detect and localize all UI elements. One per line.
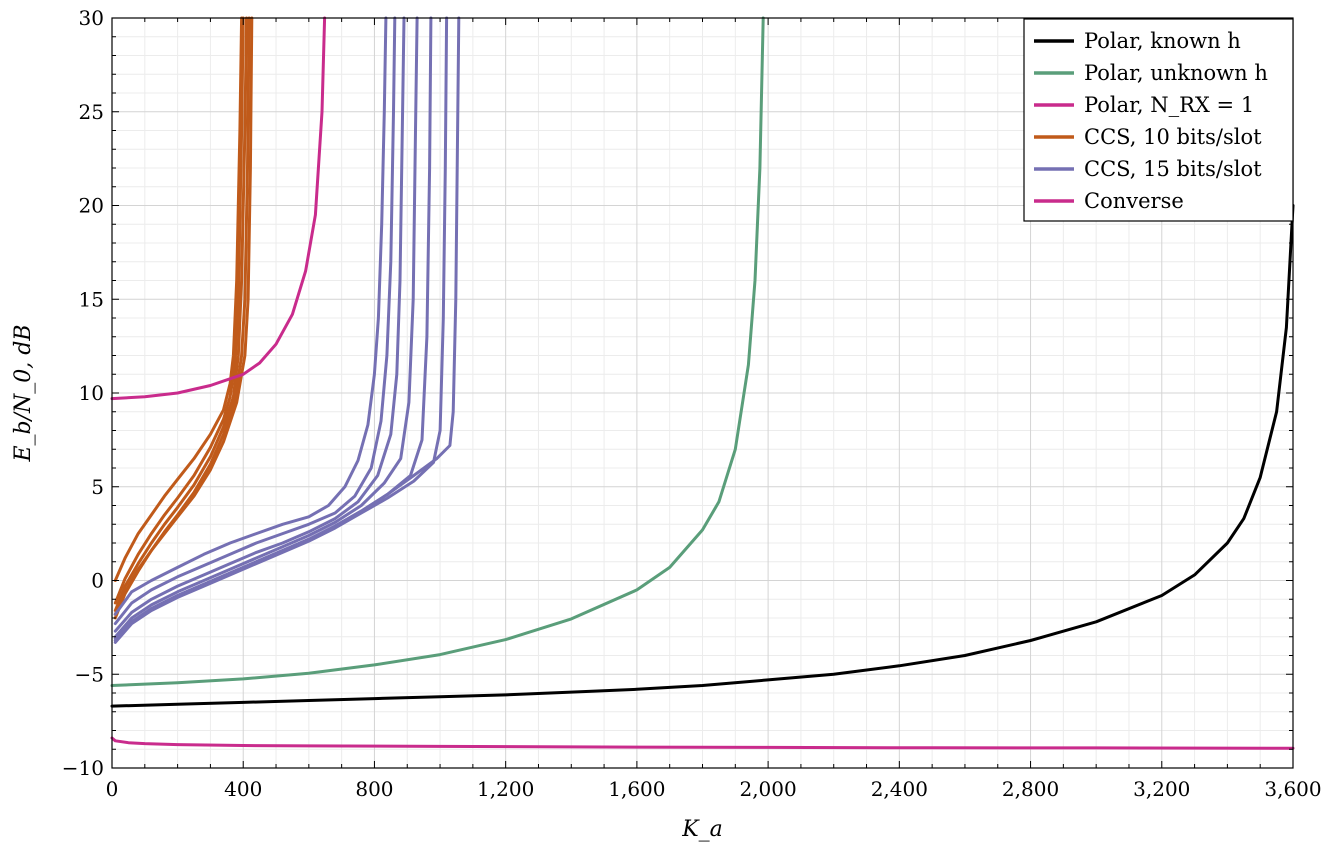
- legend-label: Polar, known h: [1084, 29, 1241, 53]
- y-axis-label: E_b/N_0, dB: [11, 324, 36, 462]
- y-tick-label: 25: [79, 100, 104, 124]
- legend: Polar, known h Polar, unknown h Polar, N_R…: [1023, 18, 1294, 222]
- y-tick-label: 15: [79, 287, 104, 311]
- y-tick-label: 10: [79, 381, 104, 405]
- ccs15-curve: [113, 16, 461, 641]
- ccs10-curve: [113, 16, 248, 612]
- legend-label: Polar, unknown h: [1084, 61, 1268, 85]
- ccs15-curve: [113, 16, 449, 644]
- x-tick-label: 2,400: [871, 777, 928, 801]
- x-tick-label: 400: [224, 777, 262, 801]
- legend-label: Converse: [1084, 189, 1184, 213]
- x-tick-labels: 0 400 800 1,200 1,600 2,000 2,400 2,800 3,200 3,6…: [106, 777, 1322, 801]
- y-tick-label: 20: [79, 194, 104, 218]
- legend-label: CCS, 10 bits/slot: [1084, 125, 1262, 149]
- x-tick-label: 2,800: [1002, 777, 1059, 801]
- x-tick-label: 800: [355, 777, 393, 801]
- polar-n-rx-1-curve: [110, 16, 327, 401]
- polar-known-h-curve: [110, 204, 1295, 708]
- x-tick-label: 1,600: [608, 777, 665, 801]
- y-tick-label: −5: [75, 662, 104, 686]
- y-tick-label: −10: [62, 756, 104, 780]
- data-curves: [110, 16, 1295, 750]
- y-tick-labels: −10 −5 0 5 10 15 20 25 30: [62, 6, 104, 780]
- legend-box: [1023, 18, 1294, 222]
- x-tick-label: 0: [106, 777, 119, 801]
- ccs10-curve: [113, 16, 245, 605]
- y-tick-label: 30: [79, 6, 104, 30]
- converse-curve: [110, 736, 1295, 750]
- x-tick-label: 3,200: [1133, 777, 1190, 801]
- x-axis-label: K_a: [681, 817, 723, 842]
- ccs15-curve: [113, 16, 419, 639]
- x-tick-label: 1,200: [477, 777, 534, 801]
- axis-ticks: [111, 17, 1294, 769]
- legend-label: Polar, N_RX = 1: [1084, 93, 1254, 117]
- ccs15-curve: [113, 16, 388, 616]
- y-tick-label: 0: [91, 569, 104, 593]
- y-tick-label: 5: [91, 475, 104, 499]
- ccs15-curve: [113, 16, 406, 633]
- x-tick-label: 2,000: [739, 777, 796, 801]
- ccs10-curve: [113, 16, 254, 616]
- ccs15-curve: [113, 16, 397, 626]
- legend-label: CCS, 15 bits/slot: [1084, 157, 1262, 181]
- x-tick-label: 3,600: [1264, 777, 1321, 801]
- ccs10-curve: [113, 16, 244, 582]
- polar-unknown-h-curve: [110, 16, 765, 687]
